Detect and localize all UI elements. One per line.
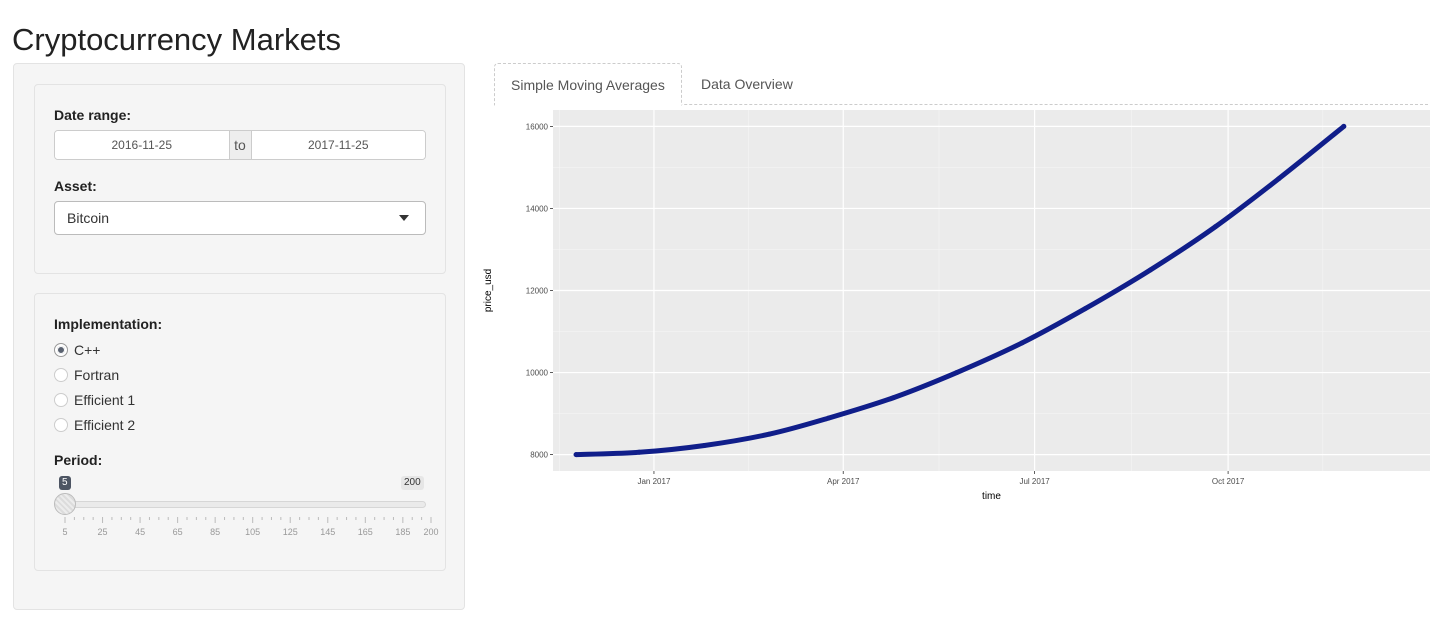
slider-scale-label: 145 — [320, 527, 335, 537]
radio-button[interactable] — [54, 393, 68, 407]
data-point — [1082, 306, 1088, 312]
radio-option-efficient-2[interactable]: Efficient 2 — [54, 415, 135, 435]
slider-scale-label: 200 — [423, 527, 438, 537]
sidebar: Date range: to Asset: Bitcoin Implementa… — [13, 63, 465, 610]
slider-scale-label: 45 — [135, 527, 145, 537]
data-point — [1341, 123, 1347, 129]
date-range-input: to — [54, 130, 426, 160]
y-tick-label: 12000 — [526, 287, 549, 296]
asset-selected-value: Bitcoin — [67, 210, 110, 226]
data-panel: Date range: to Asset: Bitcoin — [34, 84, 446, 274]
data-point — [1212, 224, 1218, 230]
period-label: Period: — [54, 452, 103, 468]
slider-scale-label: 5 — [62, 527, 67, 537]
slider-scale-label: 85 — [210, 527, 220, 537]
tab-data-overview[interactable]: Data Overview — [701, 76, 793, 92]
y-tick-label: 10000 — [526, 369, 549, 378]
slider-scale-label: 185 — [395, 527, 410, 537]
radio-option-fortran[interactable]: Fortran — [54, 365, 119, 385]
x-axis-title: time — [982, 491, 1001, 502]
tab-simple-moving-averages[interactable]: Simple Moving Averages — [494, 63, 682, 106]
y-tick-label: 8000 — [530, 451, 548, 460]
slider-scale-label: 65 — [173, 527, 183, 537]
period-slider-handle[interactable] — [54, 493, 76, 515]
data-point — [954, 370, 960, 376]
asset-select[interactable]: Bitcoin — [54, 201, 426, 235]
data-point — [701, 442, 707, 448]
data-point — [891, 395, 897, 401]
chevron-down-icon — [399, 215, 409, 221]
tab-bar: Simple Moving Averages Data Overview — [494, 63, 1428, 106]
data-point — [573, 452, 579, 458]
date-range-separator: to — [228, 131, 252, 159]
radio-label: Efficient 2 — [74, 417, 136, 433]
end-date-input[interactable] — [251, 131, 425, 159]
radio-label: Efficient 1 — [74, 392, 136, 408]
radio-option-efficient-1[interactable]: Efficient 1 — [54, 390, 135, 410]
y-tick-label: 16000 — [526, 122, 549, 131]
radio-label: Fortran — [74, 367, 120, 383]
data-point — [826, 415, 832, 421]
data-point — [1276, 176, 1282, 182]
slider-scale-label: 25 — [98, 527, 108, 537]
slider-scale: 5 25 45 65 85 105 125 145 165 185 200 — [62, 517, 439, 537]
data-point — [1147, 267, 1153, 273]
period-slider-track[interactable] — [59, 501, 426, 508]
date-range-label: Date range: — [54, 107, 132, 123]
implementation-label: Implementation: — [54, 316, 163, 332]
data-point — [767, 431, 773, 437]
y-axis-title: price_usd — [483, 269, 494, 312]
slider-min-badge: 5 — [59, 476, 71, 490]
asset-label: Asset: — [54, 178, 97, 194]
slider-scale-label: 165 — [358, 527, 373, 537]
radio-option-cpp[interactable]: C++ — [54, 340, 100, 360]
radio-button[interactable] — [54, 418, 68, 432]
radio-button[interactable] — [54, 368, 68, 382]
slider-scale-label: 105 — [245, 527, 260, 537]
y-tick-label: 14000 — [526, 204, 549, 213]
data-point — [636, 449, 642, 455]
slider-scale-label: 125 — [283, 527, 298, 537]
page-title: Cryptocurrency Markets — [12, 22, 342, 57]
radio-label: C++ — [74, 342, 101, 358]
start-date-input[interactable] — [55, 131, 229, 159]
price-chart: 8000 10000 12000 14000 16000 Jan 2017 Apr 2017… — [483, 110, 1430, 502]
x-tick-label: Jan 2017 — [637, 477, 670, 486]
x-tick-label: Oct 2017 — [1212, 477, 1245, 486]
x-tick-label: Jul 2017 — [1019, 477, 1050, 486]
x-tick-label: Apr 2017 — [827, 477, 860, 486]
data-point — [1019, 340, 1025, 346]
radio-button-checked[interactable] — [54, 343, 68, 357]
settings-panel: Implementation: C++ Fortran Efficient 1 … — [34, 293, 446, 571]
slider-max-badge: 200 — [401, 476, 424, 490]
